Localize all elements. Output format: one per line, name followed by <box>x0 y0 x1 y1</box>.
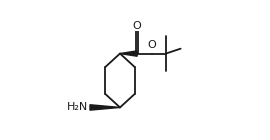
Text: O: O <box>147 40 156 50</box>
Text: O: O <box>133 21 141 31</box>
Polygon shape <box>90 105 120 110</box>
Polygon shape <box>120 51 137 56</box>
Text: H₂N: H₂N <box>67 102 88 112</box>
